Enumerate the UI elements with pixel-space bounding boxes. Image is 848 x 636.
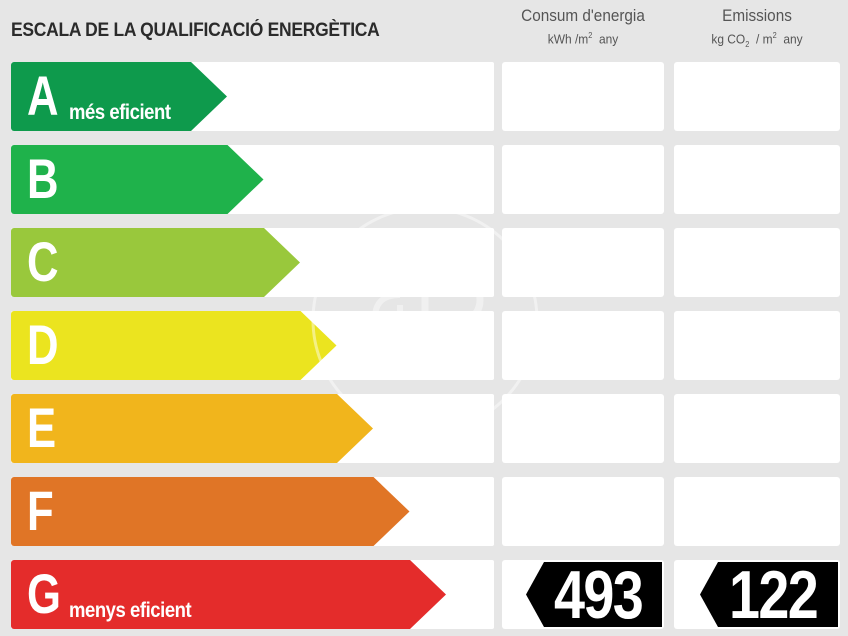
rating-letter: G <box>27 562 61 625</box>
consum-value-badge: 493 <box>526 562 662 627</box>
emissions-cell <box>674 477 840 546</box>
rating-sublabel: més eficient <box>69 101 171 124</box>
rating-arrow-c: C <box>11 228 300 297</box>
emissions-column-header: Emissions kg CO2 / m2 any <box>672 6 842 49</box>
rating-arrow-f: F <box>11 477 410 546</box>
consum-cell <box>502 62 664 131</box>
rating-arrow-e: E <box>11 394 373 463</box>
rating-letter: E <box>27 396 57 459</box>
emissions-cell <box>674 145 840 214</box>
rating-letter: C <box>27 230 59 293</box>
emissions-cell <box>674 228 840 297</box>
emissions-value-badge: 122 <box>700 562 838 627</box>
consum-cell <box>502 145 664 214</box>
consum-label: Consum d'energia <box>521 6 645 25</box>
rating-arrow-b: B <box>11 145 264 214</box>
consum-cell <box>502 228 664 297</box>
emissions-cell <box>674 62 840 131</box>
emissions-cell <box>674 394 840 463</box>
emissions-value: 122 <box>729 556 819 633</box>
rating-arrow-d: D <box>11 311 337 380</box>
consum-cell: 493 <box>502 560 664 629</box>
consum-value: 493 <box>554 556 644 633</box>
rating-letter: B <box>27 147 59 210</box>
consum-cell <box>502 394 664 463</box>
rating-sublabel: menys eficient <box>69 599 192 622</box>
consum-cell <box>502 311 664 380</box>
emissions-label: Emissions <box>722 6 792 25</box>
consum-unit: kWh /m2 any <box>547 31 619 47</box>
emissions-cell <box>674 311 840 380</box>
watermark-logo <box>311 206 539 434</box>
page-title: ESCALA DE LA QUALIFICACIÓ ENERGÈTICA <box>11 20 380 41</box>
emissions-cell: 122 <box>674 560 840 629</box>
rating-letter: D <box>27 313 59 376</box>
consum-column-header: Consum d'energia kWh /m2 any <box>500 6 666 46</box>
rating-letter: A <box>27 64 59 127</box>
emissions-unit: kg CO2 / m2 any <box>711 31 803 49</box>
consum-cell <box>502 477 664 546</box>
rating-letter: F <box>27 479 54 542</box>
